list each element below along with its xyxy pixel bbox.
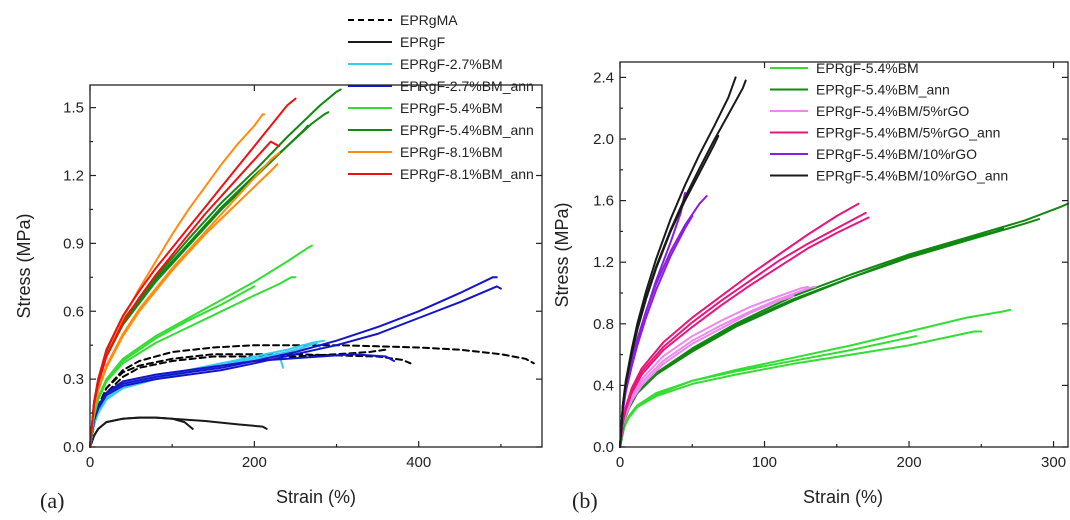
panel-label-a: (a) [40,488,64,513]
legend-label-1: EPRgF-5.4%BM [816,60,919,76]
x-tick-label: 200 [242,454,267,471]
y-tick-label: 1.6 [593,193,614,210]
series-7-curve-3 [89,163,279,448]
series-6-curve-3 [619,134,720,448]
series-4-curve-2 [89,285,502,448]
series-2-curve-1 [89,416,268,448]
series-1-curve-3 [619,335,918,448]
x-axis-title-b: Strain (%) [803,487,883,507]
series-8-curve-2 [89,140,280,448]
y-tick-label: 0.9 [63,235,84,252]
legend-label-5: EPRgF-5.4%BM/10%rGO [816,146,977,162]
legend-label-8: EPRgF-8.1%BM_ann [400,166,534,182]
y-tick-label: 2.4 [593,69,614,86]
legend-label-4: EPRgF-2.7%BM_ann [400,78,534,94]
y-axis-title-b: Stress (MPa) [552,202,572,307]
series-2-curve-2 [89,416,194,448]
series-5-curve-1 [89,244,313,448]
y-tick-label: 0.4 [593,377,614,394]
x-tick-label: 0 [616,454,624,471]
chart-panel-b: 0 100 200 300 0.0 0.4 0.8 1.2 1.6 2.0 2.4 Strain (… [552,60,1069,513]
y-tick-label: 0.6 [63,303,84,320]
series-4-curve-3 [619,216,870,448]
y-tick-label: 0.0 [63,439,84,456]
y-tick-label: 0.8 [593,316,614,333]
series-7-curve-2 [89,151,280,448]
legend-label-3: EPRgF-2.7%BM [400,56,503,72]
y-tick-label: 0.0 [593,439,614,456]
series-1-curve-1 [89,344,535,448]
legend-label-6: EPRgF-5.4%BM/10%rGO_ann [816,168,1008,184]
legend-label-5: EPRgF-5.4%BM [400,100,503,116]
curves-a [89,88,535,448]
ticks-a: 0 200 400 0.0 0.3 0.6 0.9 1.2 1.5 [63,85,542,471]
series-5-curve-3 [89,285,256,448]
series-4-curve-3 [89,353,396,448]
plot-frame-b [619,61,1069,448]
series-6-curve-2 [89,111,330,448]
series-4-curve-2 [619,211,867,448]
y-tick-label: 0.3 [63,371,84,388]
legend-label-3: EPRgF-5.4%BM/5%rGO [816,103,969,119]
chart-panel-a: 0 200 400 0.0 0.3 0.6 0.9 1.2 1.5 Strain (%) Str… [14,12,543,513]
x-tick-label: 0 [86,454,94,471]
y-axis-title-a: Stress (MPa) [14,213,34,318]
legend-label-2: EPRgF [400,34,445,50]
series-6-curve-1 [89,88,342,448]
series-8-curve-1 [89,97,297,448]
legend-label-1: EPRgMA [400,12,458,28]
series-2-curve-2 [619,218,1041,448]
legend-label-2: EPRgF-5.4%BM_ann [816,82,950,98]
legend-a: EPRgMA EPRgF EPRgF-2.7%BM EPRgF-2.7%BM_ann E… [348,12,534,182]
series-7-curve-1 [89,113,266,448]
x-tick-label: 400 [406,454,431,471]
series-5-curve-2 [619,191,686,448]
legend-b: EPRgF-5.4%BM EPRgF-5.4%BM_ann EPRgF-5.4%BM… [770,60,1008,184]
legend-label-4: EPRgF-5.4%BM/5%rGO_ann [816,125,1000,141]
curves-b [619,76,1069,448]
y-tick-label: 1.5 [63,100,84,117]
panel-label-b: (b) [572,488,598,513]
x-tick-label: 100 [752,454,777,471]
y-tick-label: 2.0 [593,131,614,148]
x-axis-title-a: Strain (%) [276,487,356,507]
x-tick-label: 200 [897,454,922,471]
series-1-curve-2 [89,353,412,448]
legend-label-6: EPRgF-5.4%BM_ann [400,122,534,138]
y-tick-label: 1.2 [593,254,614,271]
x-tick-label: 300 [1041,454,1066,471]
y-tick-label: 1.2 [63,168,84,185]
ticks-b: 0 100 200 300 0.0 0.4 0.8 1.2 1.6 2.0 2.4 [593,62,1068,471]
series-4-curve-1 [89,276,498,448]
plot-frame-a [89,84,543,448]
legend-label-7: EPRgF-8.1%BM [400,144,503,160]
